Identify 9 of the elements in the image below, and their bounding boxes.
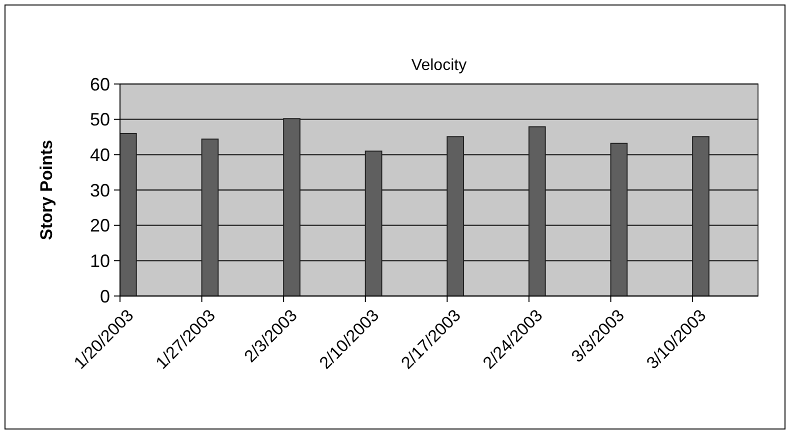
y-tick-label: 60	[90, 74, 110, 94]
y-tick-label: 0	[100, 286, 110, 306]
chart-title: Velocity	[411, 57, 467, 74]
y-tick-label: 50	[90, 110, 110, 130]
y-tick-label: 40	[90, 144, 110, 165]
y-tick-label: 20	[90, 216, 110, 236]
y-tick-label: 10	[90, 250, 110, 271]
y-tick-label: 30	[90, 180, 110, 200]
y-axis-title: Story Points	[37, 140, 56, 240]
